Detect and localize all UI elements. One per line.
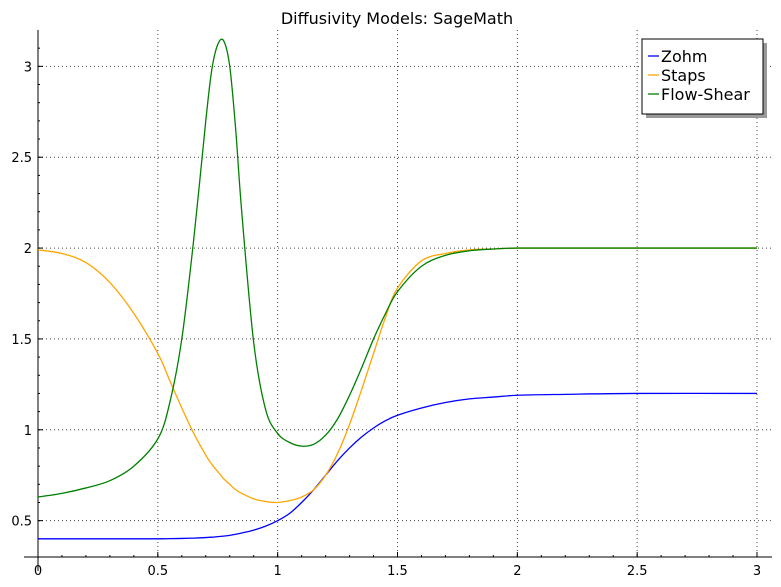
y-tick-label: 3 <box>24 60 32 75</box>
series-line-flow-shear <box>37 38 757 498</box>
y-tick-label: 1 <box>24 424 32 439</box>
x-tick-label: 2 <box>513 564 521 579</box>
x-tick-label: 0.5 <box>147 564 168 579</box>
legend-label-zohm: Zohm <box>661 47 707 66</box>
series-line-zohm <box>38 392 758 540</box>
y-ticks: 0.5 1 1.5 2 2.5 3 <box>11 47 43 540</box>
x-tick-label: 1 <box>274 564 282 579</box>
y-tick-label: 2 <box>24 242 32 257</box>
x-tick-label: 1.5 <box>387 564 408 579</box>
legend-box <box>641 38 764 115</box>
series-line-staps <box>37 247 757 504</box>
legend-label-flow-shear: Flow-Shear <box>661 85 750 104</box>
x-tick-label: 2.5 <box>627 564 648 579</box>
x-tick-label: 0 <box>34 564 42 579</box>
y-tick-label: 2.5 <box>11 151 32 166</box>
series-lines <box>37 38 758 540</box>
x-tick-label: 3 <box>753 564 761 579</box>
legend-label-staps: Staps <box>661 66 706 85</box>
y-tick-label: 1.5 <box>11 333 32 348</box>
y-tick-label: 0.5 <box>11 515 32 530</box>
x-ticks: 0 0.5 1 1.5 2 2.5 3 <box>34 552 761 579</box>
chart-title: Diffusivity Models: SageMath <box>281 9 513 28</box>
